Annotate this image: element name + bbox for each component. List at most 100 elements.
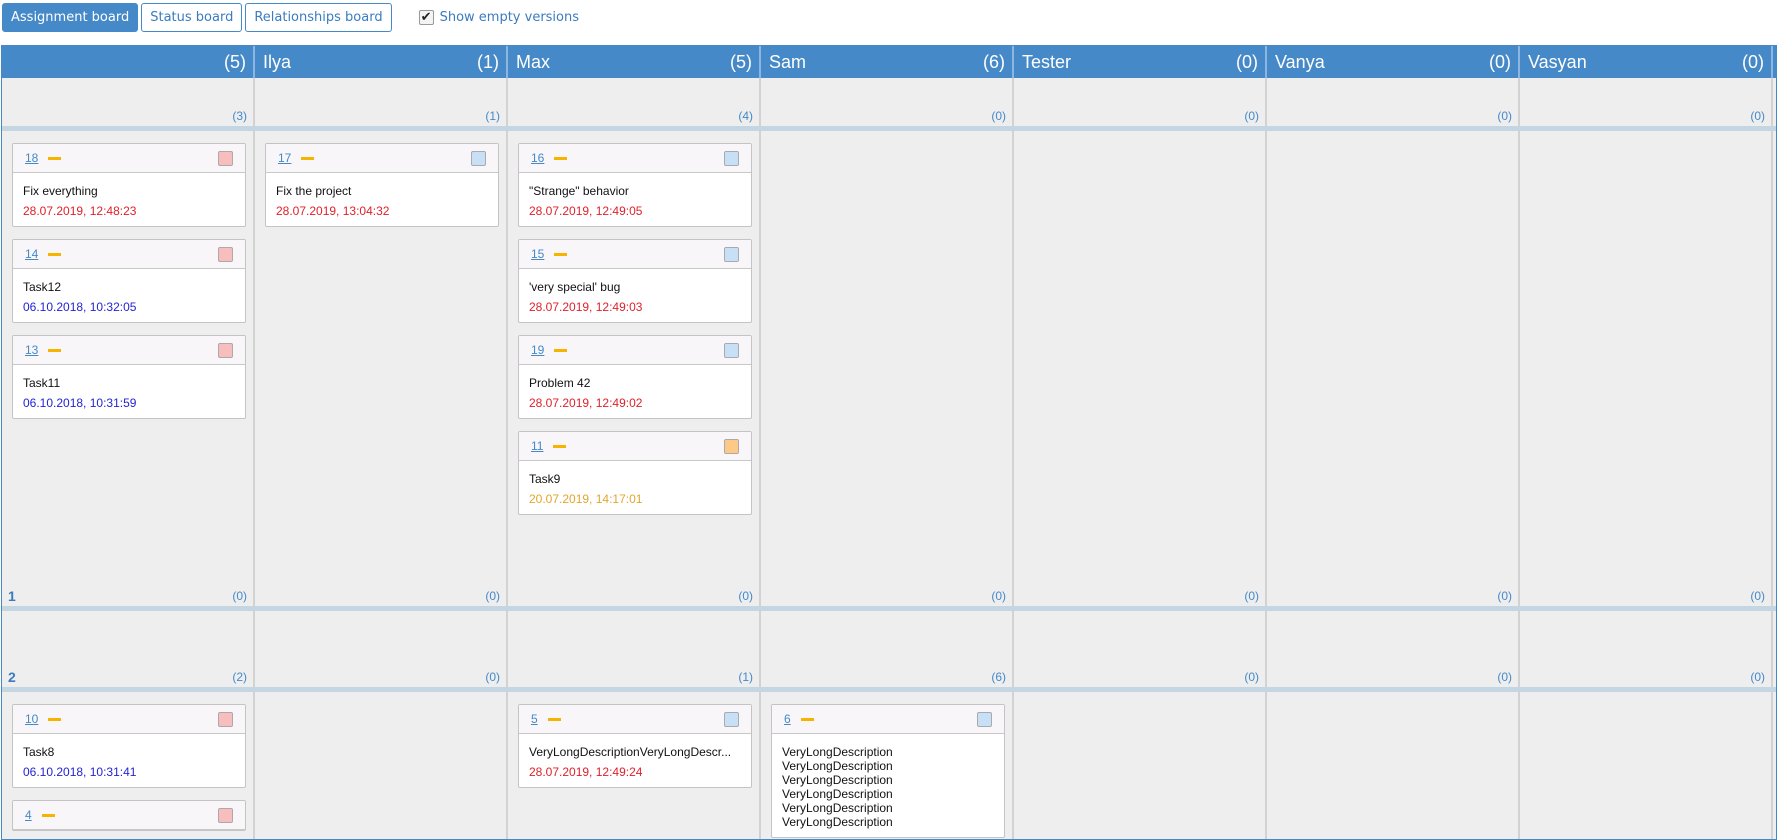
task-card[interactable]: 19 Problem 42 28.07.2019, 12:49:02 [518,335,752,419]
task-id-link[interactable]: 13 [25,343,39,357]
board-cell [1520,692,1773,839]
task-id-link[interactable]: 5 [531,712,538,726]
cell-count: (0) [991,589,1006,603]
card-body: VeryLongDescription VeryLongDescription Ve… [772,734,1004,837]
card-body: "Strange" behavior 28.07.2019, 12:49:05 [519,173,751,226]
board-cell: 10 Task8 06.10.2018, 10:31:41 4 [2,692,255,839]
cell-count: (2) [232,670,247,684]
status-square [724,343,739,358]
board-cell: (0) [1014,611,1267,687]
task-id-link[interactable]: 15 [531,247,545,261]
priority-normal-icon [48,348,62,352]
status-square [218,247,233,262]
task-id-link[interactable]: 14 [25,247,39,261]
status-square [724,712,739,727]
column-count: (0) [1489,51,1511,72]
cell-count: (0) [1750,109,1765,123]
task-title: "Strange" behavior [529,184,629,198]
task-date: 28.07.2019, 13:04:32 [276,204,390,218]
version-label[interactable]: 2 [8,669,16,685]
cell-count: (1) [485,109,500,123]
column-count: (6) [983,51,1005,72]
status-board-tab[interactable]: Status board [141,3,243,32]
task-id-link[interactable]: 10 [25,712,39,726]
cell-count: (0) [1497,109,1512,123]
task-card[interactable]: 5 VeryLongDescriptionVeryLongDescr... 28.0… [518,704,752,788]
board-cell: (0) [255,611,508,687]
priority-normal-icon [48,252,62,256]
card-body: Task11 06.10.2018, 10:31:59 [13,365,245,418]
relationships-board-tab[interactable]: Relationships board [245,3,392,32]
board-cell: 2 (2) [2,611,255,687]
board-cell: (0) [1267,611,1520,687]
task-card[interactable]: 17 Fix the project 28.07.2019, 13:04:32 [265,143,499,227]
column-count: (0) [1236,51,1258,72]
cell-count: (0) [485,589,500,603]
card-header: 17 [266,144,498,173]
task-card[interactable]: 15 'very special' bug 28.07.2019, 12:49:03 [518,239,752,323]
column-header: Max (5) [508,46,761,78]
task-title: Task12 [23,280,62,294]
card-body: VeryLongDescriptionVeryLongDescr... 28.07… [519,734,751,787]
task-card[interactable]: 10 Task8 06.10.2018, 10:31:41 [12,704,246,788]
task-id-link[interactable]: 16 [531,151,545,165]
status-square [218,151,233,166]
task-card[interactable]: 16 "Strange" behavior 28.07.2019, 12:49:05 [518,143,752,227]
task-card[interactable]: 11 Task9 20.07.2019, 14:17:01 [518,431,752,515]
show-empty-versions-toggle[interactable]: ✔ Show empty versions [418,10,579,25]
task-date: 20.07.2019, 14:17:01 [529,492,643,506]
task-id-link[interactable]: 4 [25,808,32,822]
task-id-link[interactable]: 11 [531,439,544,453]
lane-separator [2,687,1776,692]
task-card[interactable]: 14 Task12 06.10.2018, 10:32:05 [12,239,246,323]
lane-separator [2,606,1776,611]
checkbox-checked-icon[interactable]: ✔ [418,10,434,25]
cell-count: (0) [1244,109,1259,123]
column-name: Tester [1022,51,1072,72]
version-label[interactable]: 1 [8,588,16,604]
task-title-line: VeryLongDescription [782,787,893,801]
cell-count: (0) [232,589,247,603]
column-header: Vanya (0) [1267,46,1520,78]
cell-count: (1) [738,670,753,684]
task-card[interactable]: 4 [12,800,246,831]
card-body: Problem 42 28.07.2019, 12:49:02 [519,365,751,418]
task-id-link[interactable]: 17 [278,151,292,165]
column-name: Ilya [263,51,292,72]
priority-normal-icon [301,156,315,160]
lane-separator [2,126,1776,131]
assignment-board-tab[interactable]: Assignment board [2,3,139,32]
task-id-link[interactable]: 6 [784,712,791,726]
board-cell: (1) [508,611,761,687]
board-cell: (0) [1520,131,1773,606]
priority-normal-icon [547,717,561,721]
board-cell: (0) [1520,78,1773,126]
task-card[interactable]: 6 VeryLongDescription VeryLongDescription V… [771,704,1005,838]
priority-normal-icon [800,717,814,721]
priority-normal-icon [41,813,55,817]
board-cell [1014,692,1267,839]
cell-count: (0) [1497,589,1512,603]
card-header: 16 [519,144,751,173]
board-cell: 5 VeryLongDescriptionVeryLongDescr... 28.0… [508,692,761,839]
column-name: Sam [769,51,807,72]
status-square [218,712,233,727]
task-id-link[interactable]: 18 [25,151,39,165]
board-cell [1267,692,1520,839]
column-count: (0) [1742,51,1764,72]
assignee-header-row: (5) Ilya (1) Max (5) Sam (6) Tester (0) Vanya (0) V… [2,46,1776,78]
task-card[interactable]: 18 Fix everything 28.07.2019, 12:48:23 [12,143,246,227]
task-id-link[interactable]: 19 [531,343,545,357]
status-square [724,439,739,454]
task-title: Task11 [23,376,61,390]
priority-normal-icon [554,252,568,256]
swimlane-row: 1 (0) 18 Fix everything 28.07.2019, 12:48:23… [2,131,1776,606]
assignment-board: (5) Ilya (1) Max (5) Sam (6) Tester (0) Vanya (0) V… [1,45,1777,840]
board-cell: (0) [1267,78,1520,126]
task-card[interactable]: 13 Task11 06.10.2018, 10:31:59 [12,335,246,419]
cell-count: (4) [738,109,753,123]
column-header: Sam (6) [761,46,1014,78]
task-title-line: VeryLongDescription [782,759,893,773]
cell-count: (0) [1750,589,1765,603]
column-name: Vanya [1275,51,1325,72]
